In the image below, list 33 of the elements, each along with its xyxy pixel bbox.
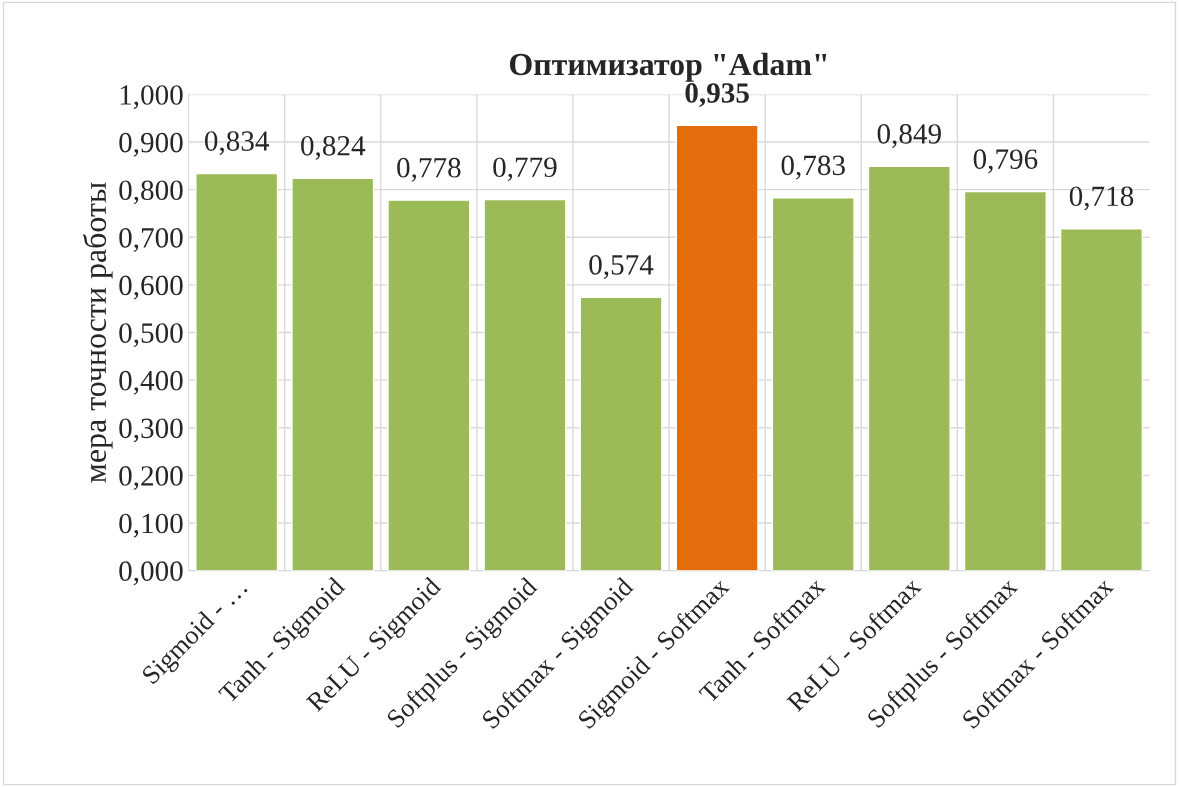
bar bbox=[963, 190, 1047, 571]
bar bbox=[387, 199, 471, 571]
y-tick-label: 0,200 bbox=[119, 466, 183, 490]
data-label: 0,718 bbox=[1069, 186, 1134, 211]
y-tick-label: 0,900 bbox=[119, 132, 183, 157]
data-label: 0,834 bbox=[204, 131, 270, 156]
data-label: 0,778 bbox=[397, 157, 461, 182]
bar bbox=[483, 198, 567, 571]
y-tick-label: 0,300 bbox=[119, 418, 183, 443]
y-tick-label: 0,500 bbox=[119, 323, 183, 348]
bar bbox=[1059, 228, 1144, 571]
bar bbox=[675, 124, 759, 571]
y-tick-label: 0,000 bbox=[119, 561, 183, 586]
data-label: 0,849 bbox=[877, 124, 941, 148]
chart-title: Оптимизатор "Adam" bbox=[509, 52, 827, 82]
data-label: 0,779 bbox=[493, 157, 557, 182]
y-tick-label: 0,800 bbox=[119, 180, 183, 205]
bar bbox=[195, 172, 279, 571]
bar bbox=[867, 165, 951, 571]
y-tick-label: 0,600 bbox=[119, 275, 183, 300]
data-label: 0,796 bbox=[973, 149, 1038, 174]
y-tick-label: 1,000 bbox=[120, 85, 183, 110]
y-tick-label: 0,100 bbox=[119, 513, 183, 538]
bar bbox=[291, 177, 375, 571]
data-label: 0,574 bbox=[589, 255, 654, 279]
y-tick-label: 0,400 bbox=[119, 370, 183, 395]
data-label: 0,935 bbox=[685, 83, 749, 108]
bar bbox=[771, 197, 855, 571]
y-tick-label: 0,700 bbox=[119, 228, 183, 252]
data-label: 0,783 bbox=[781, 155, 845, 180]
bar bbox=[579, 296, 663, 571]
data-label: 0,824 bbox=[301, 135, 366, 160]
y-axis-title: мера точности работы bbox=[82, 182, 113, 483]
